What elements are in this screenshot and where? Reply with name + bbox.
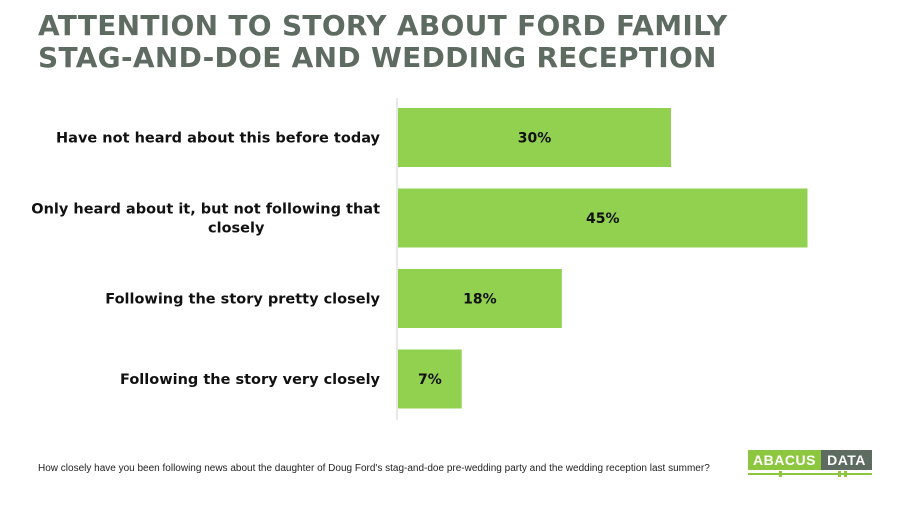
logo-abacus-text: ABACUS xyxy=(748,450,821,470)
bar-2 xyxy=(398,188,808,248)
abacus-data-logo: ABACUS DATA xyxy=(748,450,872,478)
bar-value-label: 7% xyxy=(418,372,442,388)
bar-3 xyxy=(398,269,562,328)
category-label-line: closely xyxy=(208,221,265,237)
category-label: Have not heard about this before today xyxy=(56,131,380,147)
logo-tick xyxy=(844,471,847,477)
chart-title-line-2: STAG-AND-DOE AND WEDDING RECEPTION xyxy=(38,41,717,74)
bar-1 xyxy=(398,108,671,167)
survey-question-footnote: How closely have you been following news… xyxy=(38,463,710,474)
logo-underline xyxy=(748,473,872,475)
category-label: Only heard about it, but not following t… xyxy=(31,202,380,237)
category-label-line: Have not heard about this before today xyxy=(56,131,380,147)
bar-value-label: 30% xyxy=(518,131,552,147)
category-label-line: Following the story pretty closely xyxy=(105,292,380,308)
bar-chart: 30% Have not heard about this before toda… xyxy=(31,98,808,420)
logo-tick xyxy=(838,471,841,477)
bar-value-label: 45% xyxy=(586,211,620,227)
category-label-line: Following the story very closely xyxy=(120,372,381,388)
bar-value-label: 18% xyxy=(463,292,497,308)
logo-data-text: DATA xyxy=(821,450,872,470)
bar-4 xyxy=(398,349,462,409)
chart-title: ATTENTION TO STORY ABOUT FORD FAMILY STA… xyxy=(38,10,878,74)
logo-tick xyxy=(779,471,782,477)
category-label: Following the story very closely xyxy=(120,372,381,388)
category-label-line: Only heard about it, but not following t… xyxy=(31,202,380,218)
chart-title-line-1: ATTENTION TO STORY ABOUT FORD FAMILY xyxy=(38,9,728,42)
category-label: Following the story pretty closely xyxy=(105,292,380,308)
